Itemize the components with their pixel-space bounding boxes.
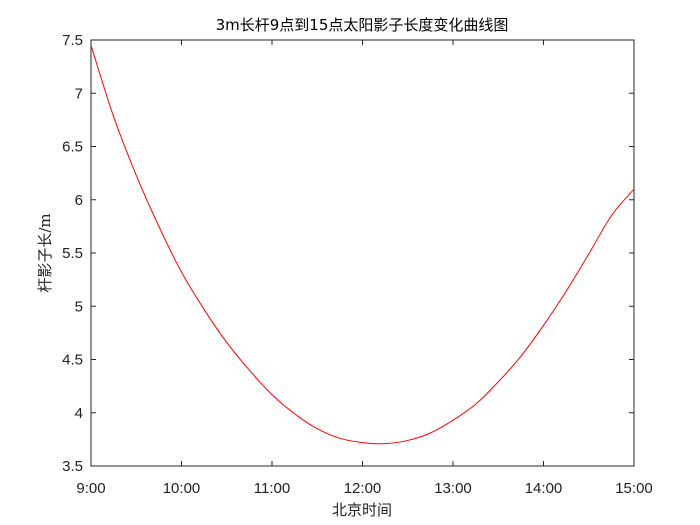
x-axis-label: 北京时间 <box>332 501 392 519</box>
x-tick-label: 14:00 <box>525 480 563 497</box>
y-axis-label: 杆影子长/m <box>36 213 54 292</box>
x-tick-label: 11:00 <box>254 480 290 497</box>
plot-area <box>90 39 635 467</box>
series-line <box>90 45 635 445</box>
y-tick-label: 5.5 <box>62 245 83 262</box>
x-tick-label: 9:00 <box>76 480 105 497</box>
x-tick-label: 15:00 <box>615 480 653 497</box>
y-tick-label: 7 <box>75 85 83 102</box>
y-tick-label: 6 <box>75 192 83 209</box>
y-tick-label: 4.5 <box>62 352 83 369</box>
x-tick-label: 13:00 <box>434 480 472 497</box>
chart-title: 3m长杆9点到15点太阳影子长度变化曲线图 <box>216 16 509 34</box>
y-tick-label: 6.5 <box>62 139 83 156</box>
x-tick-label: 12:00 <box>344 480 382 497</box>
series-layer <box>90 45 635 445</box>
x-tick-label: 10:00 <box>163 480 201 497</box>
y-tick-label: 4 <box>75 405 83 422</box>
x-axis: 9:00 10:00 11:00 12:00 13:00 14:00 15:00 <box>76 40 653 497</box>
y-tick-label: 3.5 <box>62 458 83 475</box>
y-tick-label: 5 <box>75 298 83 315</box>
y-axis: 3.5 4 4.5 5 5.5 6 6.5 7 7.5 <box>62 32 634 475</box>
y-tick-label: 7.5 <box>62 32 83 49</box>
